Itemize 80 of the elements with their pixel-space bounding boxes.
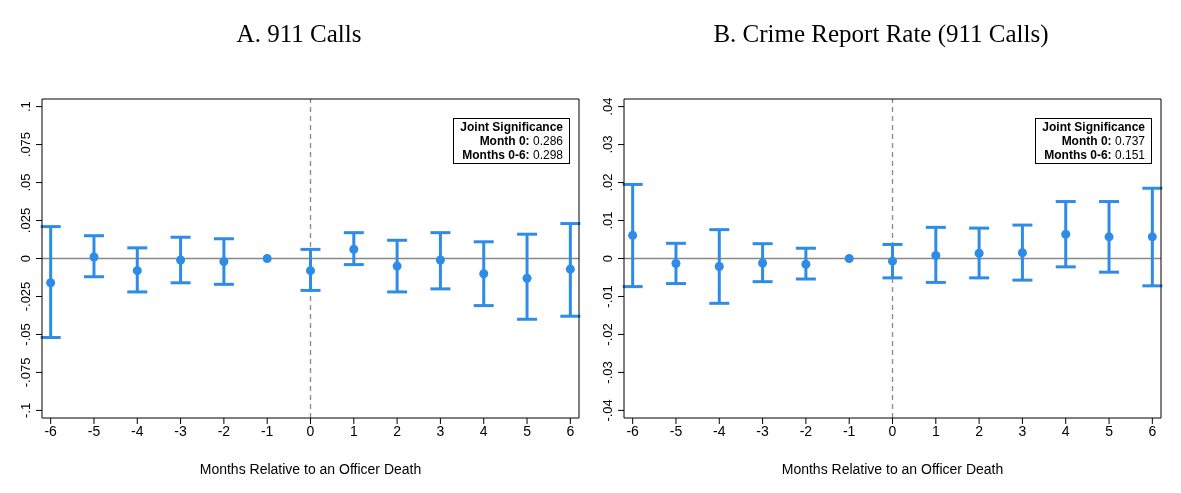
y-tick-label: -.025 — [18, 281, 33, 312]
y-tick-label: .075 — [18, 131, 33, 158]
x-tick-label: 1 — [349, 422, 358, 439]
x-tick-label: 0 — [888, 422, 897, 439]
point — [392, 261, 402, 271]
y-tick-label: .05 — [18, 173, 33, 192]
y-tick-label: .04 — [600, 97, 615, 116]
y-tick-label: .025 — [18, 207, 33, 234]
x-tick-label: -4 — [713, 422, 726, 439]
y-tick-label: .01 — [600, 211, 615, 230]
x-tick-label: -2 — [217, 422, 231, 439]
x-tick-label: 6 — [566, 422, 575, 439]
point — [1017, 248, 1027, 258]
y-tick-label: -.04 — [600, 399, 615, 422]
annotation: Month 0: 0.286 — [478, 134, 563, 148]
point — [89, 252, 99, 262]
point — [844, 253, 854, 264]
point — [262, 253, 272, 264]
x-axis-title: Months Relative to an Officer Death — [781, 461, 1004, 477]
annotation: Months 0-6: 0.298 — [461, 148, 563, 162]
point — [931, 250, 941, 260]
y-tick-label: .02 — [600, 173, 615, 192]
point — [1147, 232, 1157, 242]
x-tick-label: 0 — [306, 422, 315, 439]
x-tick-label: 2 — [975, 422, 984, 439]
x-tick-label: 2 — [393, 422, 402, 439]
y-tick-label: .03 — [600, 135, 615, 154]
y-tick-label: -.02 — [600, 323, 615, 346]
point — [801, 259, 811, 269]
y-tick-label: 0 — [18, 254, 33, 263]
x-tick-label: -5 — [87, 422, 101, 439]
x-tick-label: 1 — [931, 422, 940, 439]
y-tick-label: -.1 — [18, 402, 33, 418]
x-tick-label: 6 — [1148, 422, 1157, 439]
point — [974, 248, 984, 258]
point — [565, 264, 575, 274]
x-axis-title: Months Relative to an Officer Death — [199, 461, 422, 477]
annotation: Months 0-6: 0.151 — [1043, 148, 1145, 162]
x-tick-label: -4 — [131, 422, 144, 439]
point — [176, 255, 186, 265]
x-tick-label: -6 — [44, 422, 58, 439]
chart-title: A. 911 Calls — [235, 19, 363, 49]
y-tick-label: -.03 — [600, 361, 615, 384]
point — [479, 269, 489, 279]
x-tick-label: 5 — [523, 422, 532, 439]
annotation: Month 0: 0.737 — [1060, 134, 1145, 148]
annotation: Joint Significance — [460, 120, 563, 134]
point — [522, 273, 532, 283]
point — [305, 266, 316, 276]
x-tick-label: 3 — [436, 422, 445, 439]
x-tick-label: -5 — [669, 422, 683, 439]
x-tick-label: -3 — [756, 422, 770, 439]
point — [714, 261, 724, 271]
x-tick-label: -1 — [260, 422, 274, 439]
y-tick-label: 0 — [600, 254, 615, 263]
x-tick-label: 4 — [1061, 422, 1070, 439]
x-tick-label: 3 — [1018, 422, 1027, 439]
x-tick-label: 5 — [1105, 422, 1114, 439]
x-tick-label: -1 — [842, 422, 856, 439]
y-tick-label: -.01 — [600, 285, 615, 308]
point — [132, 266, 142, 276]
point — [219, 257, 229, 267]
point — [887, 256, 898, 266]
y-tick-label: .1 — [18, 101, 33, 113]
x-tick-label: -6 — [626, 422, 640, 439]
x-tick-label: -3 — [174, 422, 188, 439]
point — [46, 278, 56, 288]
point — [1104, 232, 1114, 242]
chart-title: B. Crime Report Rate (911 Calls) — [712, 19, 1050, 50]
annotation: Joint Significance — [1042, 120, 1145, 134]
y-tick-label: -.05 — [18, 323, 33, 346]
point — [349, 244, 359, 254]
point — [435, 255, 445, 265]
y-tick-label: -.075 — [18, 357, 33, 388]
point — [671, 258, 681, 268]
point — [758, 258, 768, 268]
x-tick-label: -2 — [799, 422, 813, 439]
point — [1061, 229, 1071, 239]
point — [628, 230, 638, 240]
x-tick-label: 4 — [479, 422, 488, 439]
